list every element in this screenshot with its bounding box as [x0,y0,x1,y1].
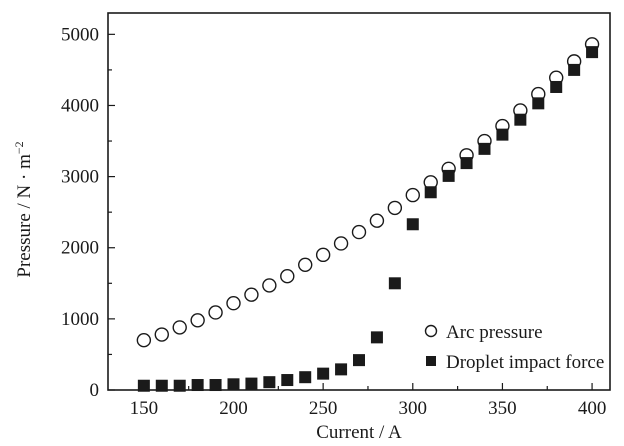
arc-pressure-point [190,313,205,328]
plot-frame [107,12,611,391]
x-tick-label: 200 [219,398,248,419]
droplet-impact-force-point [460,157,473,170]
y-tick-label: 4000 [61,95,99,116]
arc-pressure-point [154,327,169,342]
droplet-impact-force-point [191,379,204,392]
arc-pressure-point [315,247,331,263]
legend: Arc pressure Droplet impact force [424,322,604,373]
arc-pressure-point [333,236,349,251]
arc-pressure-point [351,224,367,240]
droplet-impact-force-point [406,218,419,231]
x-tick-label: 300 [399,398,428,419]
arc-pressure-point [172,320,187,335]
droplet-impact-force-point [424,186,437,199]
legend-label-arc-pressure: Arc pressure [446,322,543,343]
y-tick-label: 5000 [61,24,99,45]
droplet-impact-force-point [155,379,168,392]
droplet-impact-force-point [388,277,401,290]
y-tick-label: 1000 [61,309,99,330]
arc-pressure-point [298,257,313,273]
arc-pressure-point [262,278,277,293]
x-tick-label: 150 [130,398,159,419]
droplet-impact-force-point [137,379,150,392]
x-tick-label: 350 [488,398,517,419]
legend-marker-arc-pressure [424,324,438,338]
arc-pressure-point [136,333,152,348]
droplet-impact-force-point [173,379,186,392]
droplet-impact-force-point [550,80,563,93]
droplet-impact-force-point [281,374,294,387]
droplet-impact-force-point [370,331,383,344]
y-axis-title-exponent: −2 [12,141,26,154]
droplet-impact-force-point [478,142,491,155]
droplet-impact-force-point [245,377,258,390]
droplet-impact-force-point [299,371,312,384]
arc-pressure-point [369,213,385,228]
legend-label-droplet-impact-force: Droplet impact force [446,352,604,373]
droplet-impact-force-point [586,46,599,59]
droplet-impact-force-point [532,97,545,110]
arc-pressure-point [387,200,403,216]
droplet-impact-force-point [514,113,527,126]
y-tick-label: 2000 [61,238,99,259]
droplet-impact-force-point [442,169,455,182]
arc-pressure-point [405,187,420,203]
arc-pressure-point [208,305,223,320]
droplet-impact-force-point [317,367,330,380]
y-tick-labels: 0 1000 2000 3000 4000 5000 [61,24,99,401]
droplet-impact-force-point [263,376,276,389]
y-tick-label: 0 [90,380,100,401]
x-tick-labels: 150 200 250 300 350 400 [130,398,607,419]
y-tick-label: 3000 [61,167,99,188]
legend-marker-droplet-impact-force [426,356,436,366]
droplet-impact-force-point [227,378,240,391]
droplet-impact-force-point [568,63,581,76]
droplet-impact-force-point [496,128,509,141]
droplet-impact-force-point [353,354,365,367]
y-axis-title: Pressure / N · m−2 [12,141,35,277]
arc-pressure-point [226,296,241,311]
y-axis-title-main: Pressure / N · m [14,154,35,278]
arc-pressure-point [244,287,259,302]
arc-pressure-point [280,268,295,284]
series-droplet-impact-force [137,46,599,392]
series-layer [136,37,600,392]
series-arc-pressure [136,37,600,348]
x-axis-title: Current / A [316,422,402,443]
droplet-impact-force-point [335,363,348,376]
x-tick-label: 250 [309,398,338,419]
x-tick-label: 400 [578,398,607,419]
droplet-impact-force-point [209,379,222,392]
